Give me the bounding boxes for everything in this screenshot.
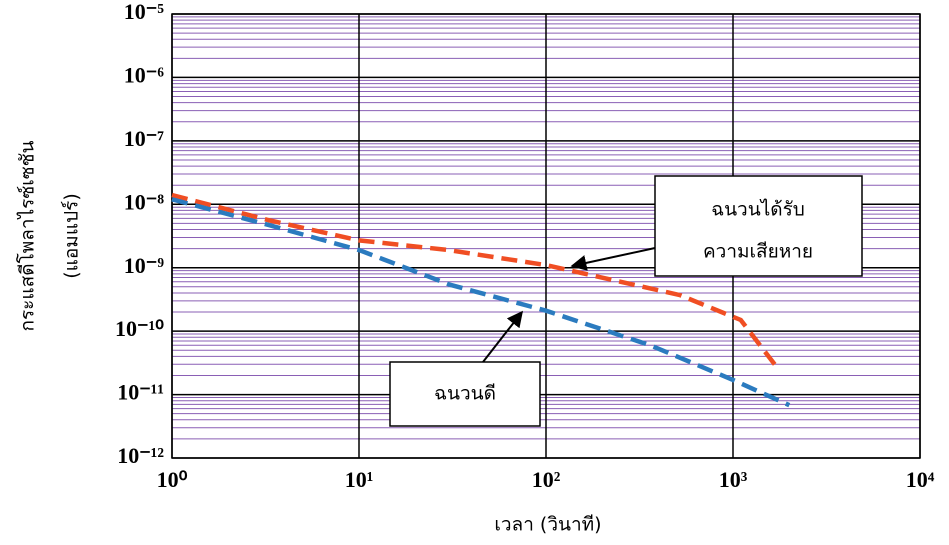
x-tick-label: 10² <box>532 467 561 492</box>
annotation: ความเสียหาย <box>703 241 813 263</box>
y-tick-label: 10⁻¹² <box>117 443 164 468</box>
y-tick-label: 10⁻⁶ <box>124 62 165 87</box>
y-tick-label: 10⁻⁹ <box>124 253 165 278</box>
x-tick-label: 10³ <box>719 467 748 492</box>
annotation-box <box>654 175 863 277</box>
y-tick-label: 10⁻⁸ <box>124 189 165 214</box>
x-axis-label: เวลา (วินาที) <box>494 514 601 536</box>
arrow <box>570 247 656 271</box>
x-tick-label: 10⁴ <box>906 467 935 492</box>
lines <box>171 192 791 408</box>
arrow <box>482 310 523 363</box>
x-tick-label: 10⁰ <box>157 467 188 492</box>
y-tick-label: 10⁻⁷ <box>124 126 165 151</box>
annotation-box <box>389 361 541 427</box>
annotation: ฉนวนได้รับ <box>711 199 805 221</box>
y-tick-label: 10⁻¹⁰ <box>115 316 164 341</box>
y-axis-label: (แอมแปร์) <box>61 193 83 279</box>
x-tick-label: 10¹ <box>345 467 374 492</box>
annotation: ฉนวนดี <box>434 383 496 405</box>
y-tick-label: 10⁻¹¹ <box>117 380 164 405</box>
y-tick-label: 10⁻⁵ <box>124 0 165 24</box>
data-line <box>171 197 791 408</box>
plot-frame <box>171 13 921 459</box>
y-axis-label: กระแสดีโพลาไรซ์เซชัน <box>16 140 39 331</box>
